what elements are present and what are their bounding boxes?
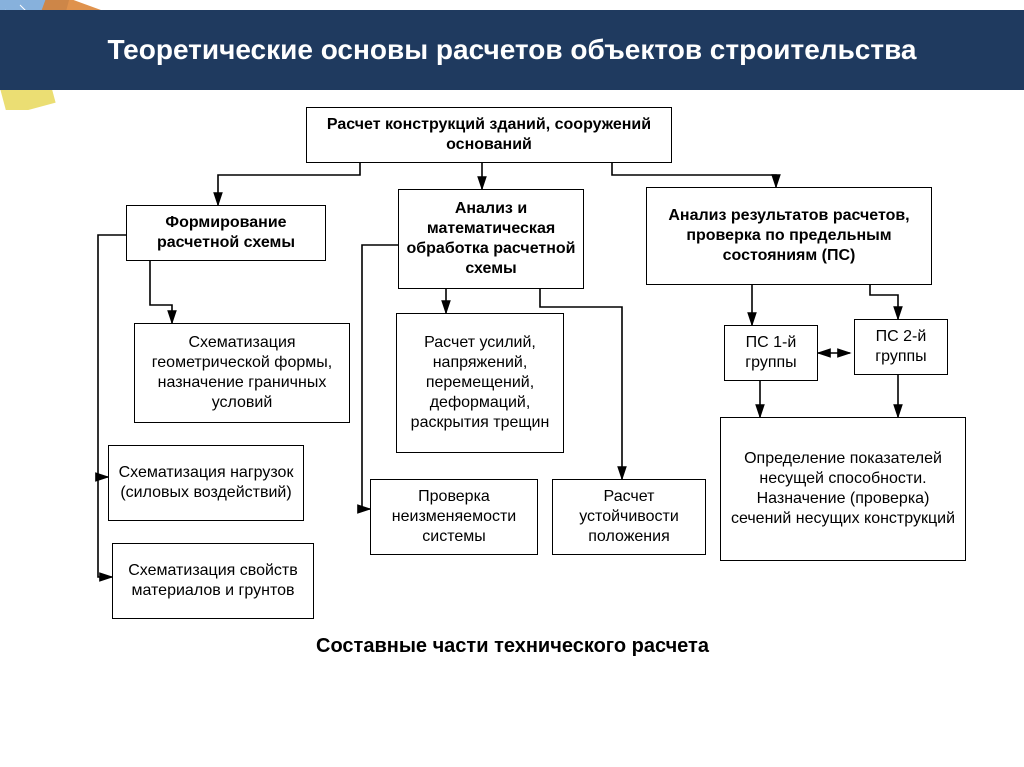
- node-schematization-geometry: Схематизация геометрической формы, назна…: [134, 323, 350, 423]
- node-root: Расчет конструкций зданий, сооружений ос…: [306, 107, 672, 163]
- flowchart-diagram: Расчет конструкций зданий, сооружений ос…: [0, 95, 1024, 725]
- node-calc-forces: Расчет усилий, напряжений, перемещений, …: [396, 313, 564, 453]
- node-schematization-loads: Схематизация нагрузок (силовых воздейств…: [108, 445, 304, 521]
- node-ps-group1: ПС 1-й группы: [724, 325, 818, 381]
- node-bearing-capacity: Определение показателей несущей способно…: [720, 417, 966, 561]
- node-branch-scheme-formation: Формирование расчетной схемы: [126, 205, 326, 261]
- node-calc-stability: Расчет устойчивости положения: [552, 479, 706, 555]
- node-branch-analysis-processing: Анализ и математическая обработка расчет…: [398, 189, 584, 289]
- node-check-immutability: Проверка неизменяемости системы: [370, 479, 538, 555]
- node-schematization-materials: Схематизация свойств материалов и грунто…: [112, 543, 314, 619]
- diagram-caption: Составные части технического расчета: [316, 635, 709, 658]
- node-ps-group2: ПС 2-й группы: [854, 319, 948, 375]
- node-branch-results-analysis: Анализ результатов расчетов, проверка по…: [646, 187, 932, 285]
- slide-title: Теоретические основы расчетов объектов с…: [0, 10, 1024, 90]
